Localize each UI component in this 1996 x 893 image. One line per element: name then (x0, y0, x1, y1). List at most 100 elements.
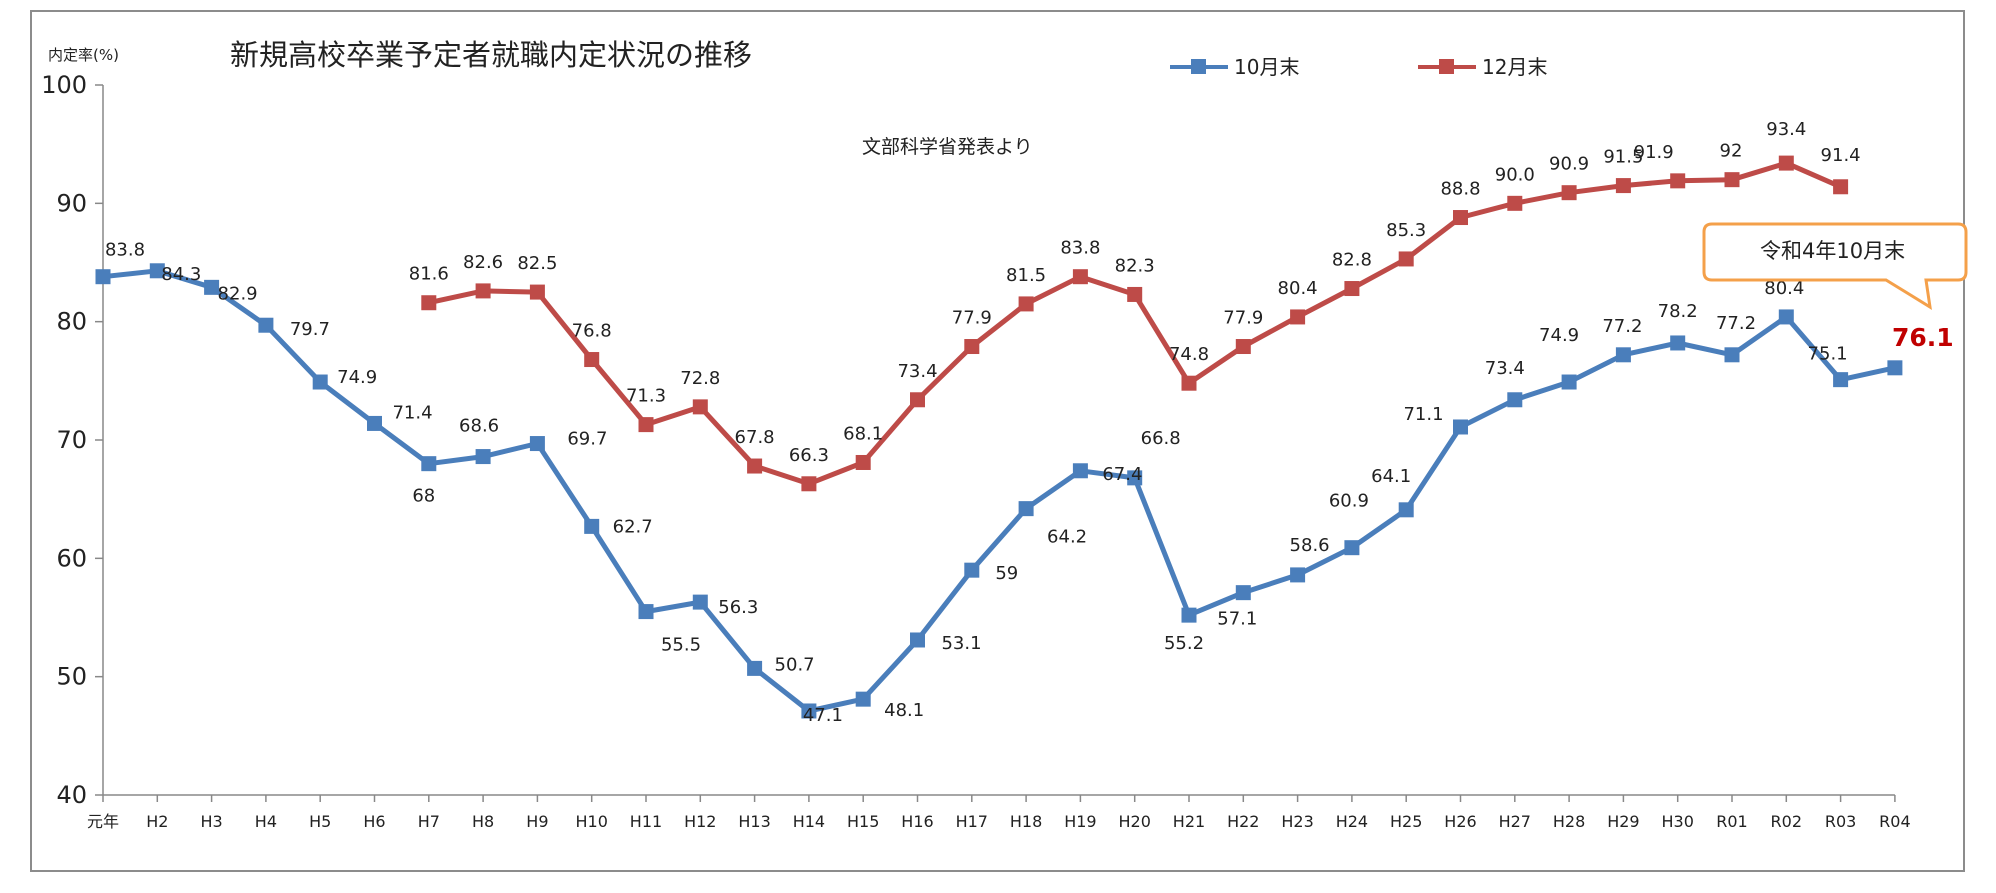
data-label-12月末: 77.9 (952, 308, 992, 329)
data-label-10月末: 74.9 (337, 367, 377, 388)
legend: 10月末 12月末 (1170, 55, 1547, 79)
legend-item-10月末: 10月末 (1170, 55, 1299, 79)
data-label-10月末: 79.7 (290, 319, 330, 340)
data-label-10月末: 59 (995, 563, 1018, 584)
data-point (95, 269, 111, 285)
x-tick-label: H18 (1010, 812, 1042, 831)
legend-swatch-marker (1191, 59, 1206, 74)
y-tick-label: 40 (56, 781, 87, 809)
data-point (1507, 392, 1523, 408)
x-tick-label: H12 (684, 812, 716, 831)
x-tick-label: R04 (1879, 812, 1910, 831)
data-point (1778, 155, 1794, 171)
data-point (1181, 375, 1197, 391)
data-label-12月末: 91.4 (1821, 145, 1861, 166)
data-point (1778, 309, 1794, 325)
data-label-12月末: 73.4 (897, 361, 937, 382)
data-point (1724, 172, 1740, 188)
x-tick-label: H20 (1119, 812, 1151, 831)
data-point (421, 456, 437, 472)
data-point (1072, 269, 1088, 285)
data-label-12月末: 92 (1720, 141, 1743, 162)
data-label-12月末: 67.8 (735, 427, 775, 448)
series-layer (95, 155, 1903, 719)
data-label-12月末: 82.5 (517, 253, 557, 274)
data-point (747, 660, 763, 676)
data-point (855, 454, 871, 470)
data-label-10月末: 55.5 (661, 635, 701, 656)
data-point (638, 417, 654, 433)
y-tick-label: 70 (56, 426, 87, 454)
data-label-10月末: 82.9 (218, 283, 258, 304)
data-point (1615, 347, 1631, 363)
data-point (801, 703, 817, 719)
x-tick-label: H15 (847, 812, 879, 831)
y-axis-label: 内定率(%) (48, 46, 119, 64)
data-point (747, 458, 763, 474)
data-point (584, 518, 600, 534)
x-tick-label: H8 (472, 812, 494, 831)
data-point (1018, 501, 1034, 517)
legend-label-10月末: 10月末 (1234, 55, 1299, 79)
data-label-10月末: 83.8 (105, 240, 145, 261)
callout-box (1702, 222, 1968, 310)
data-point (584, 352, 600, 368)
data-label-10月末: 62.7 (613, 516, 653, 537)
data-label-10月末: 77.2 (1602, 316, 1642, 337)
x-tick-label: H17 (956, 812, 988, 831)
data-label-12月末: 66.3 (789, 445, 829, 466)
data-label-10月末: 78.2 (1658, 301, 1698, 322)
data-point (1127, 286, 1143, 302)
data-point (475, 283, 491, 299)
x-tick-label: H29 (1607, 812, 1639, 831)
x-tick-label: H11 (630, 812, 662, 831)
data-point (1561, 374, 1577, 390)
data-point (1833, 372, 1849, 388)
data-label-12月末: 82.6 (463, 252, 503, 273)
data-label-10月末: 68 (412, 486, 435, 507)
data-point (1018, 296, 1034, 312)
x-tick-label: H25 (1390, 812, 1422, 831)
series-line-10月末 (102, 268, 1896, 714)
callout-text: 令和4年10月末 (1760, 239, 1905, 263)
data-labels: 83.8 84.3 82.9 79.7 74.9 71.4 68 68.6 69.7 62.7 55… (105, 119, 1861, 726)
data-point (910, 632, 925, 648)
data-label-10月末: 64.1 (1371, 466, 1411, 487)
data-point (692, 594, 708, 610)
data-label-12月末: 80.4 (1278, 278, 1318, 299)
data-point (1453, 210, 1468, 226)
data-point (312, 374, 328, 390)
x-tick-label: H13 (738, 812, 770, 831)
data-label-10月末: 47.1 (803, 705, 843, 726)
legend-label-12月末: 12月末 (1482, 55, 1547, 79)
data-label-10月末: 69.7 (567, 429, 607, 450)
data-label-10月末: 55.2 (1164, 633, 1204, 654)
y-tick-label: 50 (56, 663, 87, 691)
data-point (1235, 339, 1251, 355)
data-label-10月末: 60.9 (1329, 491, 1369, 512)
axes: 40 50 60 70 80 90 100 元年 H2 H3 H4 H5 H6 H7 H8 H9 H10 H11 H… (41, 71, 1910, 831)
x-tick-label: H24 (1336, 812, 1368, 831)
data-label-12月末: 81.5 (1006, 265, 1046, 286)
data-point (638, 604, 654, 620)
data-label-12月末: 74.8 (1169, 344, 1209, 365)
data-point (692, 399, 708, 415)
data-label-12月末: 90.0 (1495, 164, 1535, 185)
highlight-value: 76.1 (1892, 323, 1954, 352)
data-label-12月末: 88.8 (1440, 179, 1480, 200)
data-label-10月末: 57.1 (1217, 609, 1257, 630)
data-label-10月末: 67.4 (1102, 464, 1142, 485)
data-label-10月末: 56.3 (718, 597, 758, 618)
data-label-12月末: 85.3 (1386, 220, 1426, 241)
x-tick-label: H23 (1281, 812, 1313, 831)
x-tick-label: H30 (1662, 812, 1694, 831)
x-tick-label: H16 (901, 812, 933, 831)
data-point (855, 691, 871, 707)
data-label-12月末: 72.8 (680, 368, 720, 389)
data-label-10月末: 84.3 (161, 264, 201, 285)
data-point (910, 392, 925, 408)
data-label-12月末: 76.8 (572, 321, 612, 342)
chart-frame (30, 10, 1965, 872)
x-tick-label: H9 (526, 812, 548, 831)
